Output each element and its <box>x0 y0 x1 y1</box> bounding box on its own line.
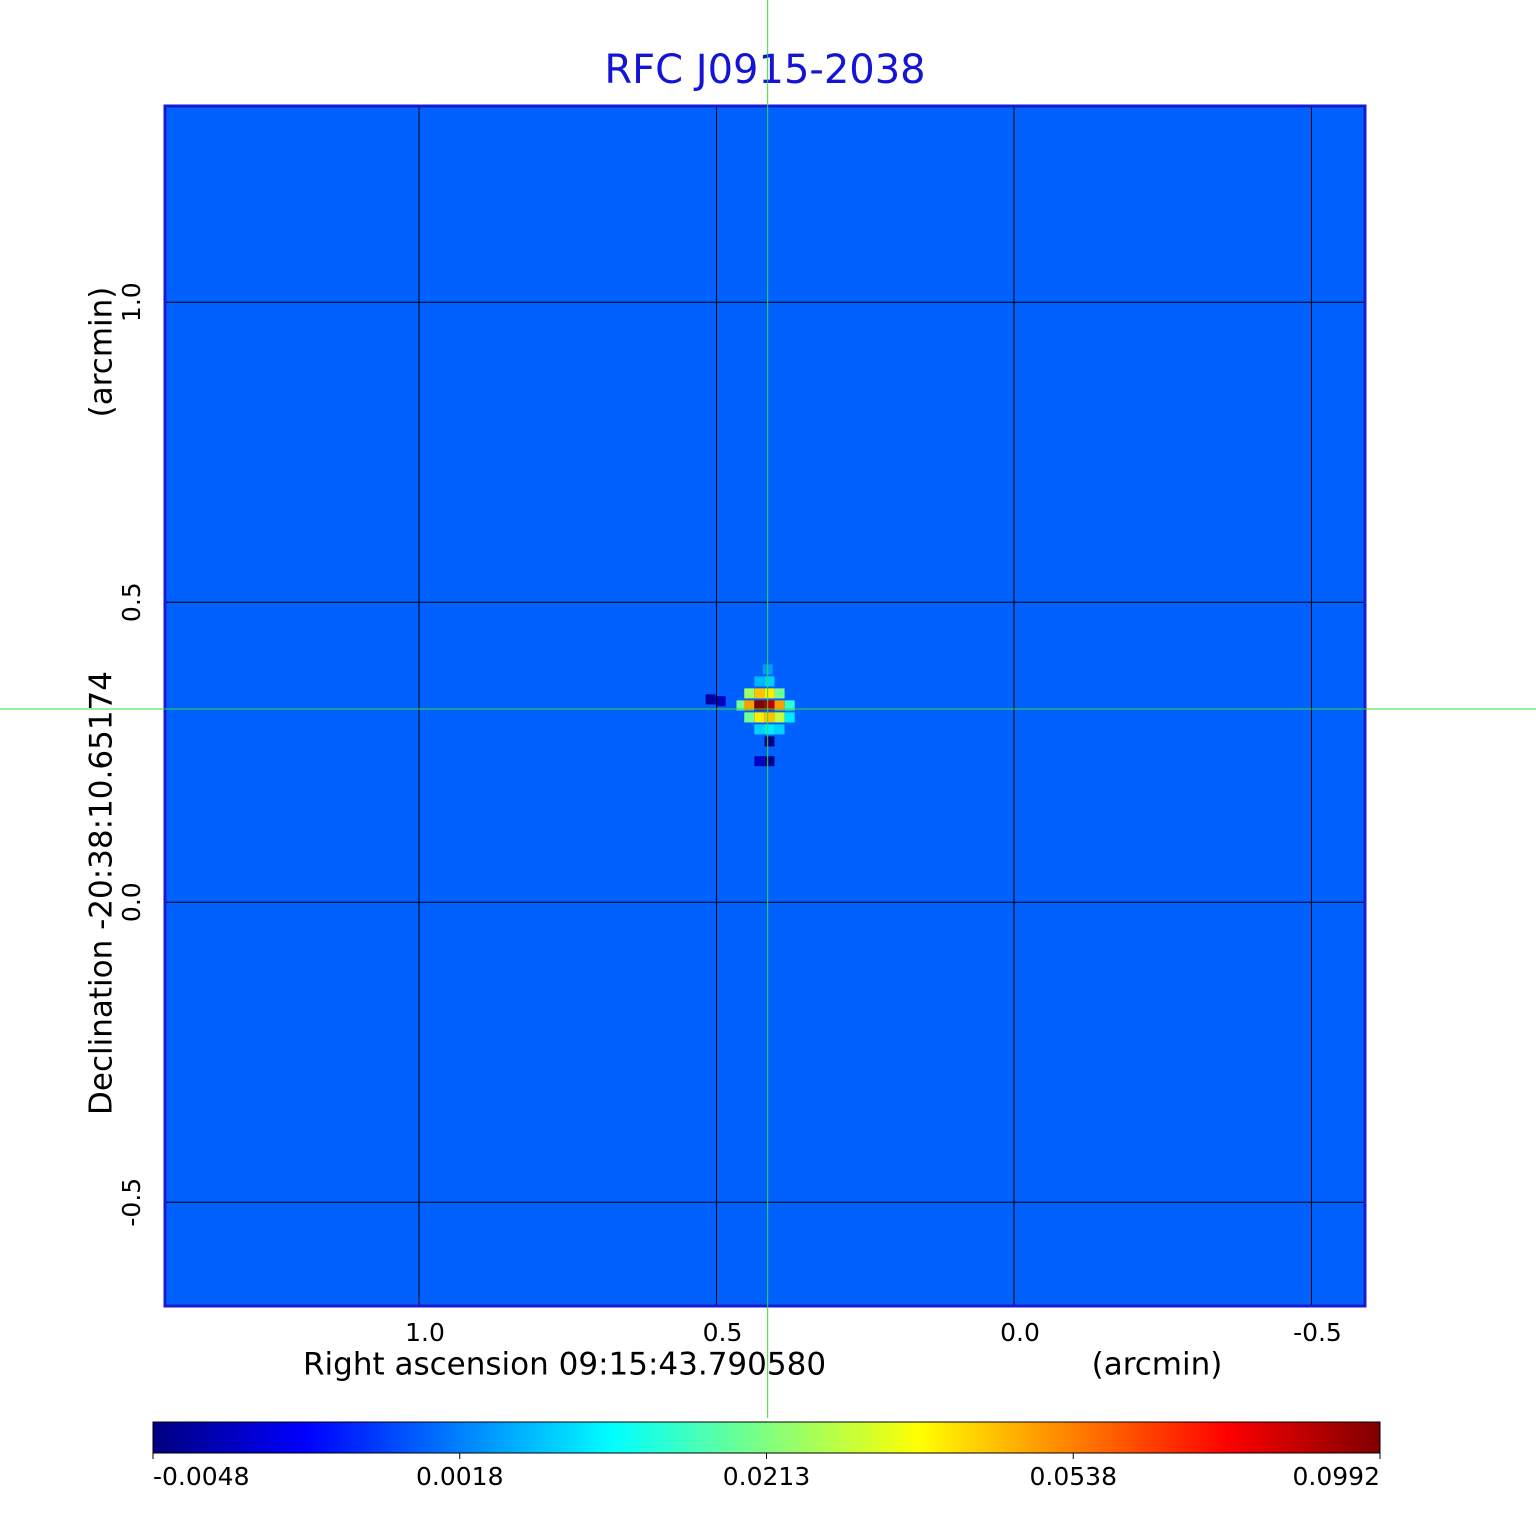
pixel <box>764 736 775 747</box>
y-tick-label: 1.0 <box>117 282 146 322</box>
pixel <box>744 700 755 711</box>
pixel <box>744 712 755 723</box>
pixel <box>754 688 765 699</box>
pixel <box>754 756 765 767</box>
x-axis-unit: (arcmin) <box>1092 1347 1223 1383</box>
x-axis-label: Right ascension 09:15:43.790580 <box>303 1347 826 1383</box>
colorbar-tick-label: 0.0992 <box>1293 1462 1380 1491</box>
colorbar-tick-label: -0.0048 <box>153 1462 250 1491</box>
pixel <box>784 700 795 711</box>
y-axis-label: Declination -20:38:10.65174 <box>84 671 120 1115</box>
pixel <box>744 688 755 699</box>
pixel <box>774 700 785 711</box>
x-tick-label: -0.5 <box>1293 1318 1342 1347</box>
colorbar-tick-label: 0.0538 <box>1030 1462 1117 1491</box>
pixel <box>754 724 765 735</box>
pixel <box>754 676 765 687</box>
pixel <box>764 700 775 711</box>
pixel <box>764 676 775 687</box>
x-tick-label: 0.5 <box>703 1318 743 1347</box>
pixel <box>764 724 775 735</box>
pixel <box>715 696 726 707</box>
pixel <box>774 724 785 735</box>
pixel <box>764 688 775 699</box>
y-tick-label: 0.0 <box>117 882 146 922</box>
x-tick-label: 1.0 <box>405 1318 445 1347</box>
pixel <box>774 712 785 723</box>
chart-title: RFC J0915-2038 <box>604 47 925 93</box>
y-axis-unit: (arcmin) <box>84 287 120 418</box>
y-tick-label: -0.5 <box>117 1178 146 1227</box>
pixel <box>764 712 775 723</box>
pixel <box>774 688 785 699</box>
pixel <box>764 756 775 767</box>
pixel <box>736 700 747 711</box>
y-tick-label: 0.5 <box>117 582 146 622</box>
colorbar-tick-label: 0.0213 <box>723 1462 810 1491</box>
colorbar <box>152 1421 1381 1454</box>
pixel <box>754 712 765 723</box>
x-tick-label: 0.0 <box>1000 1318 1040 1347</box>
pixel <box>784 712 795 723</box>
plot-border <box>163 104 1367 1308</box>
pixel <box>705 694 716 705</box>
colorbar-tick-label: 0.0018 <box>416 1462 503 1491</box>
pixel <box>754 700 765 711</box>
